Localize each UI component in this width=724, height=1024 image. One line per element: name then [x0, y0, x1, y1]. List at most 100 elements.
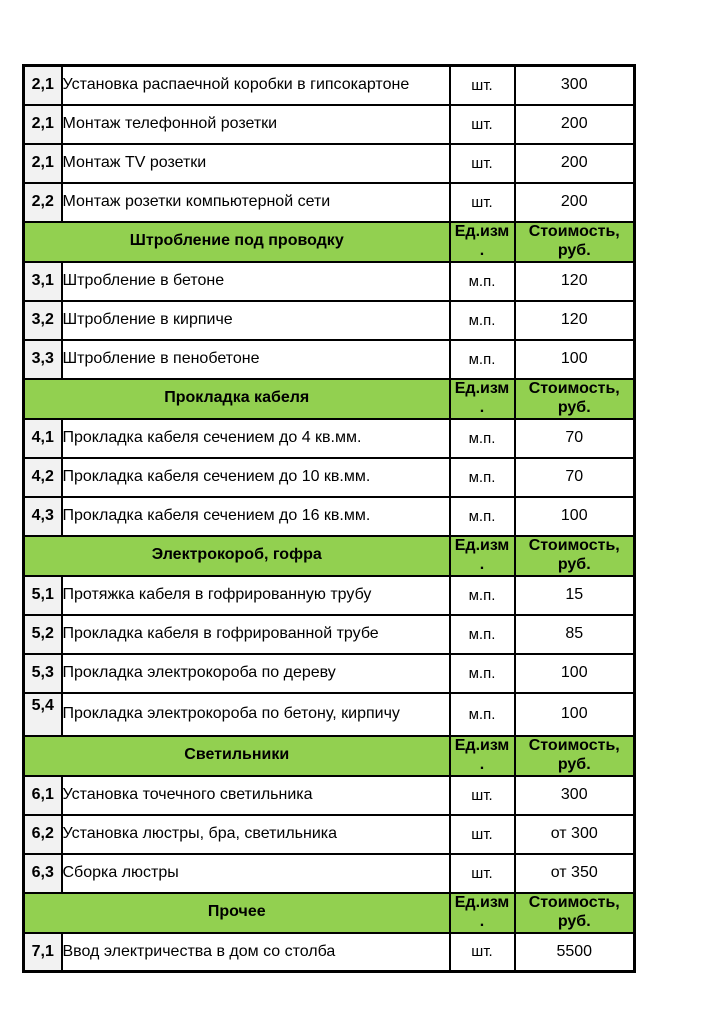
row-number-cell: 5,4: [22, 691, 63, 737]
row-description-cell: Монтаж TV розетки: [60, 142, 451, 184]
row-number-cell: 2,1: [22, 64, 63, 106]
table-row: 5,2 Прокладка кабеля в гофрированной тру…: [22, 613, 636, 655]
row-number-cell: 4,1: [22, 417, 63, 459]
price-table: 2,1 Установка распаечной коробки в гипсо…: [22, 64, 636, 973]
row-cost-cell: от 300: [513, 813, 636, 855]
section-title-cell: Электрокороб, гофра: [22, 534, 451, 577]
section-header-row: Штробление под проводку Ед.изм . Стоимос…: [22, 220, 636, 263]
cost-column-header-cell: Стоимость, руб.: [513, 534, 636, 577]
unit-header-line1: Ед.изм: [454, 894, 510, 912]
table-row: 7,1 Ввод электричества в дом со столба ш…: [22, 931, 636, 973]
row-description-cell: Установка люстры, бра, светильника: [60, 813, 451, 855]
unit-header-line2: .: [479, 398, 485, 416]
row-unit-cell: шт.: [448, 64, 516, 106]
row-unit-cell: шт.: [448, 103, 516, 145]
row-number-cell: 4,3: [22, 495, 63, 537]
row-unit-cell: м.п.: [448, 574, 516, 616]
row-description-cell: Прокладка электрокороба по дереву: [60, 652, 451, 694]
table-row: 2,1 Установка распаечной коробки в гипсо…: [22, 64, 636, 106]
section-header-row: Прокладка кабеля Ед.изм . Стоимость, руб…: [22, 377, 636, 420]
row-description-cell: Штробление в бетоне: [60, 260, 451, 302]
unit-header-line1: Ед.изм: [454, 223, 510, 241]
row-cost-cell: 200: [513, 103, 636, 145]
row-number-cell: 6,1: [22, 774, 63, 816]
row-number-cell: 7,1: [22, 931, 63, 973]
unit-header-line2: .: [479, 755, 485, 773]
row-number-cell: 6,3: [22, 852, 63, 894]
row-cost-cell: 120: [513, 260, 636, 302]
row-unit-cell: м.п.: [448, 338, 516, 380]
row-description-cell: Установка точечного светильника: [60, 774, 451, 816]
row-description-cell: Прокладка кабеля в гофрированной трубе: [60, 613, 451, 655]
row-unit-cell: шт.: [448, 774, 516, 816]
table-row: 2,2 Монтаж розетки компьютерной сети шт.…: [22, 181, 636, 223]
row-number-cell: 2,2: [22, 181, 63, 223]
row-number-cell: 5,3: [22, 652, 63, 694]
row-unit-cell: шт.: [448, 181, 516, 223]
row-description-cell: Прокладка кабеля сечением до 4 кв.мм.: [60, 417, 451, 459]
unit-column-header-cell: Ед.изм .: [448, 734, 516, 777]
unit-header-line2: .: [479, 555, 485, 573]
row-number-cell: 4,2: [22, 456, 63, 498]
row-cost-cell: 15: [513, 574, 636, 616]
row-number-cell: 5,2: [22, 613, 63, 655]
row-unit-cell: м.п.: [448, 260, 516, 302]
section-title-cell: Светильники: [22, 734, 451, 777]
table-row: 6,1 Установка точечного светильника шт. …: [22, 774, 636, 816]
row-number-cell: 3,3: [22, 338, 63, 380]
unit-header-line1: Ед.изм: [454, 737, 510, 755]
row-cost-cell: от 350: [513, 852, 636, 894]
cost-column-header-cell: Стоимость, руб.: [513, 734, 636, 777]
unit-column-header-cell: Ед.изм .: [448, 220, 516, 263]
unit-column-header-cell: Ед.изм .: [448, 891, 516, 934]
table-row: 4,2 Прокладка кабеля сечением до 10 кв.м…: [22, 456, 636, 498]
table-row: 2,1 Монтаж телефонной розетки шт. 200: [22, 103, 636, 145]
row-number-cell: 5,1: [22, 574, 63, 616]
row-cost-cell: 70: [513, 417, 636, 459]
unit-header-line1: Ед.изм: [454, 380, 510, 398]
row-number-cell: 6,2: [22, 813, 63, 855]
table-row: 3,2 Штробление в кирпиче м.п. 120: [22, 299, 636, 341]
row-number-cell: 3,2: [22, 299, 63, 341]
row-unit-cell: шт.: [448, 931, 516, 973]
table-row: 5,1 Протяжка кабеля в гофрированную труб…: [22, 574, 636, 616]
section-title-cell: Прочее: [22, 891, 451, 934]
row-cost-cell: 100: [513, 652, 636, 694]
row-unit-cell: м.п.: [448, 691, 516, 737]
section-title-cell: Прокладка кабеля: [22, 377, 451, 420]
row-description-cell: Протяжка кабеля в гофрированную трубу: [60, 574, 451, 616]
row-cost-cell: 100: [513, 691, 636, 737]
table-row: 6,2 Установка люстры, бра, светильника ш…: [22, 813, 636, 855]
row-unit-cell: шт.: [448, 852, 516, 894]
section-header-row: Светильники Ед.изм . Стоимость, руб.: [22, 734, 636, 777]
section-title-cell: Штробление под проводку: [22, 220, 451, 263]
row-cost-cell: 300: [513, 64, 636, 106]
section-header-row: Электрокороб, гофра Ед.изм . Стоимость, …: [22, 534, 636, 577]
row-cost-cell: 100: [513, 495, 636, 537]
row-number-cell: 2,1: [22, 142, 63, 184]
unit-header-line1: Ед.изм: [454, 537, 510, 555]
row-cost-cell: 200: [513, 181, 636, 223]
row-cost-cell: 300: [513, 774, 636, 816]
row-number-cell: 3,1: [22, 260, 63, 302]
row-cost-cell: 100: [513, 338, 636, 380]
row-unit-cell: м.п.: [448, 652, 516, 694]
table-row: 3,3 Штробление в пенобетоне м.п. 100: [22, 338, 636, 380]
unit-column-header-cell: Ед.изм .: [448, 377, 516, 420]
row-cost-cell: 200: [513, 142, 636, 184]
row-unit-cell: м.п.: [448, 495, 516, 537]
row-cost-cell: 70: [513, 456, 636, 498]
table-row: 2,1 Монтаж TV розетки шт. 200: [22, 142, 636, 184]
row-description-cell: Штробление в пенобетоне: [60, 338, 451, 380]
row-description-cell: Прокладка кабеля сечением до 16 кв.мм.: [60, 495, 451, 537]
row-number-cell: 2,1: [22, 103, 63, 145]
row-unit-cell: м.п.: [448, 299, 516, 341]
cost-column-header-cell: Стоимость, руб.: [513, 891, 636, 934]
row-unit-cell: шт.: [448, 813, 516, 855]
row-description-cell: Установка распаечной коробки в гипсокарт…: [60, 64, 451, 106]
row-cost-cell: 120: [513, 299, 636, 341]
row-cost-cell: 85: [513, 613, 636, 655]
unit-column-header-cell: Ед.изм .: [448, 534, 516, 577]
section-header-row: Прочее Ед.изм . Стоимость, руб.: [22, 891, 636, 934]
